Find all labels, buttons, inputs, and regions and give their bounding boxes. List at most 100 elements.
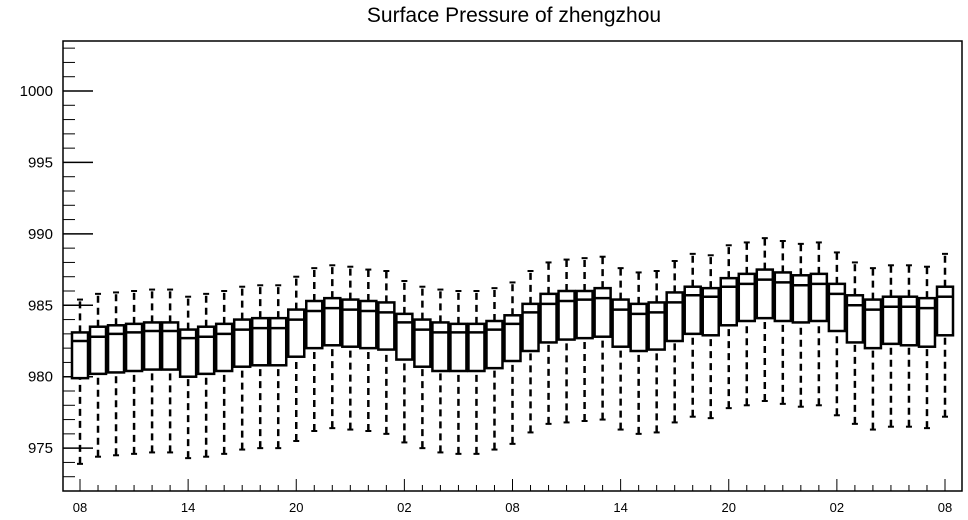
box-body [88,325,108,376]
box-body [755,268,775,320]
box [70,298,90,465]
box [178,295,198,460]
box-body [341,298,360,348]
box [395,280,414,444]
box [629,271,648,435]
box [232,285,252,451]
box-body [250,316,270,367]
box-body [413,318,432,368]
box [214,290,234,455]
box-body [485,319,504,370]
box-body [268,316,288,367]
box-body [449,322,468,373]
x-tick-label: 08 [505,500,519,515]
box-body [791,274,811,324]
y-tick-label: 995 [28,154,53,171]
box [755,237,775,402]
box [881,264,901,428]
box [827,251,847,417]
box-body [917,296,937,348]
box-body [232,318,252,368]
x-tick-label: 20 [722,500,736,515]
box-body [665,291,684,343]
y-tick-label: 975 [28,440,53,457]
box-body [214,322,234,373]
y-tick-label: 980 [28,369,53,386]
box [845,261,865,425]
box-body [701,286,720,337]
box [665,260,684,424]
box-body [70,331,90,380]
box [593,255,612,421]
box [467,290,486,455]
box [503,281,522,445]
box [124,290,144,455]
box-body [106,324,126,374]
box-body [124,322,144,373]
box [359,268,378,432]
box-body [809,272,829,323]
x-tick-label: 14 [181,500,195,515]
box [773,240,793,405]
box-body [196,325,216,376]
box-body [593,286,612,338]
box [106,291,126,457]
box [142,288,162,454]
box [413,285,432,450]
box [323,264,342,430]
box [539,261,558,425]
box-body [359,299,378,350]
box [485,287,504,451]
box [250,284,270,450]
box-body [611,298,630,348]
box-body [503,314,522,363]
box [341,265,360,431]
box [935,252,955,418]
box-body [737,272,757,323]
x-tick-label: 14 [613,500,627,515]
box-body [647,301,666,351]
box [611,267,630,431]
box [809,241,829,407]
plot-frame [62,40,963,492]
y-tick-label: 985 [28,297,53,314]
chart-title: Surface Pressure of zhengzhou [367,4,661,27]
box-body [773,271,793,323]
box-body [863,298,883,350]
box [719,244,738,410]
box [917,265,937,430]
box-body [323,296,342,347]
box [88,292,108,458]
box [647,270,666,434]
x-tick-label: 08 [73,500,87,515]
x-tick-label: 02 [397,500,411,515]
box-body [178,328,198,378]
y-tick-label: 1000 [20,83,53,100]
box-body [881,295,901,346]
x-tick-label: 08 [938,500,952,515]
box [737,241,757,407]
box-body [467,322,486,373]
box [449,290,468,455]
box-body [539,292,558,344]
box-body [575,289,594,340]
box-body [287,308,306,358]
y-tick-label: 990 [28,226,53,243]
box [575,257,594,422]
box [160,288,180,454]
box [701,254,720,420]
box-body [431,321,450,373]
box [863,267,883,431]
box [305,267,324,432]
box [268,284,288,450]
box-body [557,289,576,341]
box-body [683,285,702,336]
box [899,264,919,428]
box-body [845,294,865,344]
plot-area: 975 980 985 990 995 1000 08 14 20 02 08 14 20 02 08 [20,40,963,515]
x-tick-label: 02 [830,500,844,515]
box-body [827,282,847,333]
box [521,270,540,434]
box-body [377,301,396,351]
